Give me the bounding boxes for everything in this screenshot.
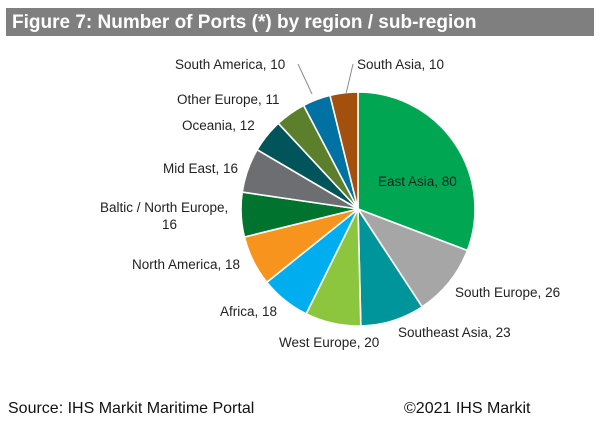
label-oceania: Oceania, 12 bbox=[182, 118, 255, 133]
copyright-note: ©2021 IHS Markit bbox=[404, 400, 531, 417]
slice-east-asia bbox=[357, 91, 476, 252]
source-note: Source: IHS Markit Maritime Portal bbox=[8, 400, 255, 417]
label-south-asia: South Asia, 10 bbox=[357, 57, 444, 72]
label-south-america: South America, 10 bbox=[175, 57, 285, 72]
leader-line bbox=[297, 63, 313, 95]
label-southeast-asia: Southeast Asia, 23 bbox=[398, 325, 511, 340]
figure-title-bar: Figure 7: Number of Ports (*) by region … bbox=[6, 8, 594, 36]
leader-lines bbox=[297, 63, 354, 95]
pie-chart: East Asia, 80 South Europe, 26 Southeast A… bbox=[100, 57, 560, 350]
slice-south-europe bbox=[355, 207, 469, 308]
figure-title: Figure 7: Number of Ports (*) by region … bbox=[12, 12, 477, 33]
label-south-europe: South Europe, 26 bbox=[455, 285, 560, 300]
pie-slices bbox=[240, 91, 476, 327]
leader-line bbox=[345, 63, 354, 95]
label-east-asia: East Asia, 80 bbox=[378, 174, 457, 189]
label-mid-east: Mid East, 16 bbox=[163, 161, 238, 176]
slice-south-asia bbox=[329, 91, 359, 210]
label-africa: Africa, 18 bbox=[220, 304, 277, 319]
label-west-europe: West Europe, 20 bbox=[279, 335, 379, 350]
pie-labels: East Asia, 80 South Europe, 26 Southeast A… bbox=[100, 57, 560, 350]
label-north-america: North America, 18 bbox=[132, 257, 240, 272]
label-other-europe: Other Europe, 11 bbox=[177, 92, 280, 107]
label-baltic-north-europe: Baltic / North Europe, 16 bbox=[100, 200, 228, 232]
